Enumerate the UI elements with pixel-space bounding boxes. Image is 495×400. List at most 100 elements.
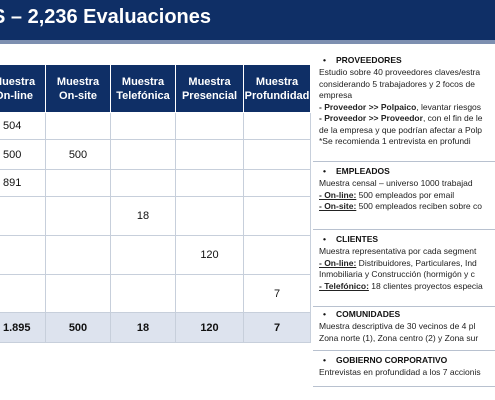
section-title: • PROVEEDORES — [313, 54, 495, 67]
table-cell — [175, 139, 244, 170]
text-line: Entrevistas en profundidad a los 7 accio… — [319, 367, 481, 377]
total-cell: 500 — [45, 312, 111, 343]
label-bold: - Proveedor >> Proveedor — [319, 113, 423, 123]
table-cell — [175, 112, 244, 140]
table-cell: 500 — [0, 139, 46, 170]
section-divider — [313, 161, 495, 162]
total-cell: 120 — [175, 312, 244, 343]
column-header-telefonica: Muestra Telefónica — [110, 64, 176, 113]
table-cell — [110, 235, 176, 275]
col-header-onsite-text: Muestra On-site — [56, 75, 100, 102]
table-cell: 504 — [0, 112, 46, 140]
bullet-icon: • — [323, 355, 326, 365]
text-line: - Telefónico: 18 clientes proyectos espe… — [313, 281, 495, 293]
section-divider — [313, 229, 495, 230]
bullet-icon: • — [323, 234, 326, 244]
label-underlined: - On-site: — [319, 201, 357, 211]
table-cell — [175, 169, 244, 197]
label-rest: Distribuidores, Particulares, Ind — [356, 257, 477, 268]
label-underlined: - On-line: — [319, 257, 357, 268]
section-title-text: COMUNIDADES — [336, 309, 401, 319]
text-line: Zona norte (1), Zona centro (2) y Zona s… — [319, 332, 479, 343]
text-line: - Proveedor >> Polpaico, levantar riesgo… — [313, 102, 495, 114]
bullet-icon: • — [323, 166, 326, 176]
section-title: • EMPLEADOS — [313, 165, 495, 178]
label-rest: , levantar riesgos — [416, 101, 482, 112]
label-rest: , con el fin de le — [422, 113, 483, 123]
column-header-profundidad: Muestra Profundidad — [243, 64, 311, 113]
table-cell — [0, 274, 46, 313]
section-title-text: PROVEEDORES — [336, 55, 402, 65]
section-title: • COMUNIDADES — [313, 308, 495, 321]
header-bar: S – 2,236 Evaluaciones — [0, 0, 495, 40]
table-cell — [243, 169, 311, 197]
text-line: Inmobiliaria y Construcción (hormigón y … — [319, 269, 475, 279]
table-cell: 891 — [0, 169, 46, 197]
table-cell — [45, 274, 111, 313]
table-row: 7 — [0, 274, 311, 313]
header-accent-line — [0, 40, 495, 44]
section-title: • GOBIERNO CORPORATIVO — [313, 354, 495, 367]
section-title-text: CLIENTES — [336, 234, 379, 244]
text-line: Muestra representativa por cada segment — [319, 246, 477, 256]
total-cell: 18 — [110, 312, 176, 343]
table-cell — [0, 235, 46, 275]
text-line: Estudio sobre 40 proveedores claves/estr… — [319, 67, 481, 77]
col-header-presencial-text: Muestra Presencial — [181, 75, 238, 102]
label-underlined: - Telefónico: — [319, 280, 369, 291]
table-cell: 18 — [110, 196, 176, 236]
text-line: considerando 5 trabajadores y 2 focos de — [319, 78, 475, 89]
table-cell: 7 — [243, 274, 311, 313]
col-header-profundidad-text: Muestra Profundidad — [244, 75, 310, 102]
total-cell: 1.895 — [0, 312, 46, 343]
label-rest: 500 empleados reciben sobre co — [356, 201, 483, 211]
label-bold: - Proveedor >> Polpaico — [319, 101, 417, 112]
bullet-icon: • — [323, 309, 326, 319]
table-cell: 120 — [175, 235, 244, 275]
section-title: • CLIENTES — [313, 233, 495, 246]
table-cell — [243, 235, 311, 275]
table-row: 500 500 — [0, 139, 311, 170]
table-cell — [110, 112, 176, 140]
page-title: S – 2,236 Evaluaciones — [0, 6, 212, 28]
section-divider — [313, 350, 495, 351]
label-rest: 18 clientes proyectos especia — [368, 280, 483, 291]
table-cell — [45, 235, 111, 275]
text-line: - On-line: 500 empleados por email — [313, 190, 495, 202]
label-underlined: - On-line: — [319, 189, 357, 200]
proveedores-section: • PROVEEDORES Estudio sobre 40 proveedore… — [313, 54, 495, 148]
gobierno-section: • GOBIERNO CORPORATIVO Entrevistas en pro… — [313, 354, 495, 379]
table-cell — [243, 112, 311, 140]
table-cell — [110, 169, 176, 197]
text-line: de la empresa y que podrían afectar a Po… — [319, 124, 483, 135]
total-cell: 7 — [243, 312, 311, 343]
empleados-section: • EMPLEADOS Muestra censal – universo 100… — [313, 165, 495, 213]
table-cell: 500 — [45, 139, 111, 170]
section-title-text: GOBIERNO CORPORATIVO — [336, 355, 448, 365]
table-cell — [110, 139, 176, 170]
text-line: Muestra descriptiva de 30 vecinos de 4 p… — [319, 321, 476, 331]
table-row: 891 — [0, 169, 311, 197]
table-row: 120 — [0, 235, 311, 275]
table-row: 504 — [0, 112, 311, 140]
table-cell — [110, 274, 176, 313]
totals-row: 1.895 500 18 120 7 — [0, 312, 311, 343]
section-divider — [313, 306, 495, 307]
table-cell — [45, 196, 111, 236]
text-line: - On-site: 500 empleados reciben sobre c… — [313, 201, 495, 213]
text-line: - Proveedor >> Proveedor, con el fin de … — [313, 113, 495, 125]
clientes-section: • CLIENTES Muestra representativa por cad… — [313, 233, 495, 292]
text-line: Muestra censal – universo 1000 trabajad — [319, 178, 473, 188]
table-cell — [45, 169, 111, 197]
table-cell — [0, 196, 46, 236]
table-cell — [45, 112, 111, 140]
table-cell — [243, 196, 311, 236]
comunidades-section: • COMUNIDADES Muestra descriptiva de 30 v… — [313, 308, 495, 344]
label-rest: 500 empleados por email — [356, 189, 455, 200]
text-line: empresa — [319, 90, 353, 100]
table-cell — [175, 274, 244, 313]
